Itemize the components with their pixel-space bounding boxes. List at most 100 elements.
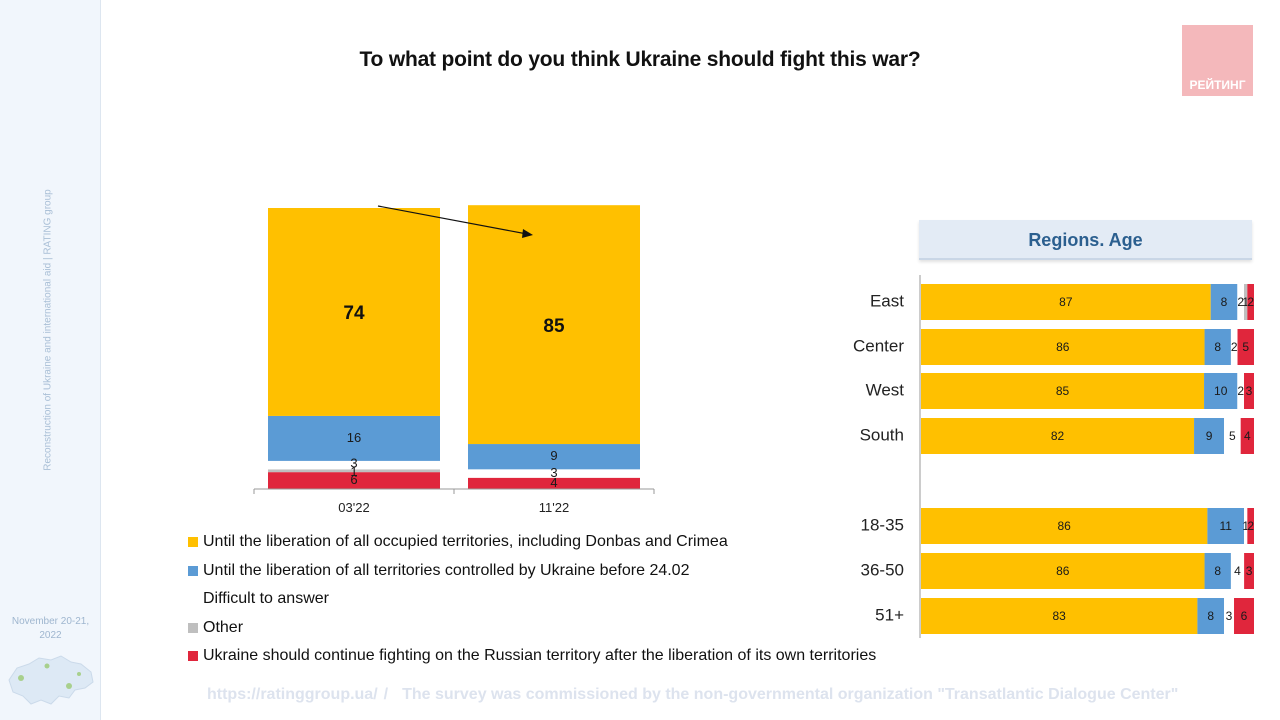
legend-swatch bbox=[188, 622, 198, 633]
bar-value-label: 16 bbox=[347, 430, 361, 445]
legend: Until the liberation of all occupied ter… bbox=[188, 528, 876, 671]
legend-swatch bbox=[188, 537, 198, 548]
hbar-value-label: 4 bbox=[1244, 429, 1251, 443]
legend-item: Until the liberation of all occupied ter… bbox=[188, 528, 876, 557]
bar-segment bbox=[268, 472, 440, 489]
hbar-segment bbox=[1234, 598, 1254, 634]
chart-title: To what point do you think Ukraine shoul… bbox=[359, 48, 921, 71]
hbar-value-label: 3 bbox=[1246, 384, 1253, 398]
bar-segment bbox=[268, 415, 440, 461]
legend-item: Difficult to answer bbox=[188, 585, 876, 614]
hbar-value-label: 87 bbox=[1059, 295, 1073, 309]
hbar-value-label: 85 bbox=[1056, 384, 1070, 398]
hbar-segment bbox=[1230, 329, 1238, 365]
regions-age-header: Regions. Age bbox=[919, 220, 1252, 260]
hbar-segment bbox=[1230, 553, 1245, 589]
hbar-value-label: 1 bbox=[1242, 295, 1249, 309]
hbar-value-label: 2 bbox=[1237, 295, 1244, 309]
hbar-segment bbox=[1244, 284, 1248, 320]
bar-value-label: 1 bbox=[350, 464, 357, 479]
hbar-segment bbox=[1237, 284, 1245, 320]
category-tick-label: 03'22 bbox=[338, 500, 369, 515]
survey-date: November 20-21, 2022 bbox=[11, 616, 90, 641]
hbar-segment bbox=[921, 508, 1208, 544]
legend-item: Ukraine should continue fighting on the … bbox=[188, 642, 876, 671]
hbar-value-label: 2 bbox=[1237, 384, 1244, 398]
hbar-segment bbox=[1244, 508, 1248, 544]
legend-label: Difficult to answer bbox=[203, 590, 329, 608]
bar-value-label: 74 bbox=[343, 303, 365, 324]
category-tick-label: 11'22 bbox=[539, 500, 569, 515]
hbar-segment bbox=[1244, 553, 1254, 589]
footer-url[interactable]: https://ratinggroup.ua/ bbox=[207, 686, 378, 703]
hbar-value-label: 10 bbox=[1214, 384, 1228, 398]
hbar-segment bbox=[1224, 418, 1241, 454]
hbar-segment bbox=[1237, 373, 1245, 409]
bar-value-label: 3 bbox=[350, 456, 357, 471]
bar-value-label: 6 bbox=[350, 472, 357, 487]
sidebar: Reconstruction of Ukraine and internatio… bbox=[0, 0, 101, 720]
hbar-value-label: 11 bbox=[1219, 519, 1232, 533]
bar-segment bbox=[268, 208, 440, 416]
bar-segment bbox=[468, 477, 640, 489]
hbar-segment bbox=[921, 373, 1205, 409]
hbar-segment bbox=[1240, 418, 1254, 454]
category-label: 51+ bbox=[875, 605, 904, 624]
bar-value-label: 9 bbox=[550, 448, 557, 463]
bar-segment bbox=[468, 205, 640, 445]
hbar-value-label: 3 bbox=[1246, 564, 1253, 578]
rating-logo: РЕЙТИНГ bbox=[1182, 25, 1253, 96]
category-label: 18-35 bbox=[861, 515, 904, 534]
hbar-value-label: 8 bbox=[1207, 609, 1214, 623]
category-label: West bbox=[866, 380, 905, 399]
hbar-value-label: 4 bbox=[1234, 564, 1241, 578]
footer-note: The survey was commissioned by the non-g… bbox=[402, 686, 1179, 703]
hbar-value-label: 2 bbox=[1247, 295, 1254, 309]
bar-value-label: 85 bbox=[543, 316, 565, 337]
hbar-value-label: 8 bbox=[1221, 295, 1228, 309]
footer-separator: / bbox=[383, 686, 389, 703]
hbar-segment bbox=[1244, 373, 1254, 409]
hbar-value-label: 5 bbox=[1242, 340, 1249, 354]
trend-arrow bbox=[377, 205, 528, 235]
hbar-segment bbox=[1204, 329, 1231, 365]
hbar-segment bbox=[921, 553, 1205, 589]
bar-value-label: 4 bbox=[550, 475, 557, 490]
hbar-value-label: 2 bbox=[1231, 340, 1238, 354]
hbar-value-label: 86 bbox=[1056, 340, 1070, 354]
hbar-segment bbox=[1237, 329, 1254, 365]
hbar-segment bbox=[1204, 553, 1231, 589]
legend-label: Ukraine should continue fighting on the … bbox=[203, 647, 877, 665]
hbar-value-label: 8 bbox=[1214, 340, 1221, 354]
hbar-segment bbox=[1194, 418, 1225, 454]
category-label: East bbox=[870, 291, 904, 310]
hbar-segment bbox=[921, 329, 1205, 365]
category-label: South bbox=[860, 425, 904, 444]
legend-swatch bbox=[188, 565, 198, 576]
hbar-value-label: 82 bbox=[1051, 429, 1065, 443]
category-label: 36-50 bbox=[861, 560, 904, 579]
legend-swatch bbox=[188, 651, 198, 662]
bar-segment bbox=[468, 444, 640, 470]
hbar-segment bbox=[921, 418, 1195, 454]
legend-item: Other bbox=[188, 614, 876, 643]
hbar-segment bbox=[921, 284, 1211, 320]
legend-label: Until the liberation of all territories … bbox=[203, 561, 690, 579]
hbar-segment bbox=[1247, 284, 1254, 320]
category-label: Center bbox=[853, 336, 904, 355]
hbar-segment bbox=[1207, 508, 1245, 544]
legend-label: Until the liberation of all occupied ter… bbox=[203, 533, 728, 551]
hbar-value-label: 6 bbox=[1241, 609, 1248, 623]
hbar-value-label: 3 bbox=[1226, 609, 1233, 623]
bar-value-label: 3 bbox=[550, 465, 557, 480]
hbar-segment bbox=[1210, 284, 1238, 320]
hbar-value-label: 86 bbox=[1056, 564, 1070, 578]
logo-text: РЕЙТИНГ bbox=[1189, 78, 1246, 92]
hbar-segment bbox=[1247, 508, 1254, 544]
footer: https://ratinggroup.ua/ / The survey was c… bbox=[207, 686, 1178, 704]
bar-segment bbox=[268, 469, 440, 473]
ukraine-map-icon bbox=[8, 655, 94, 705]
bar-segment bbox=[468, 469, 640, 478]
